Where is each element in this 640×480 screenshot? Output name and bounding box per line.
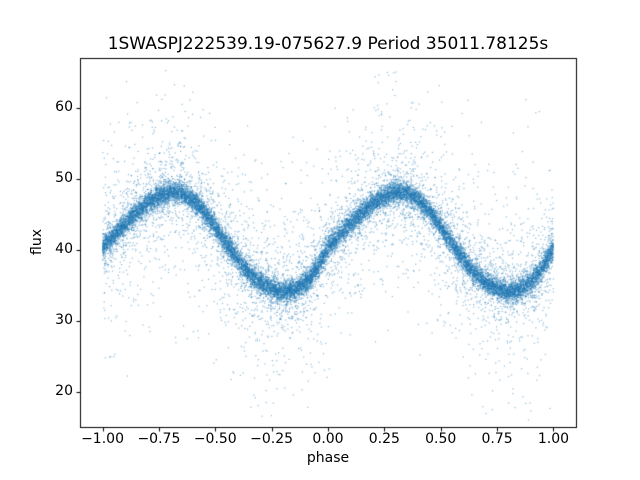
x-tick-label: 1.00 bbox=[537, 431, 570, 447]
x-tick-label: −0.50 bbox=[193, 431, 237, 447]
y-tick-label: 30 bbox=[55, 312, 73, 329]
y-tick-label: 20 bbox=[55, 383, 73, 400]
chart-title: 1SWASPJ222539.19-075627.9 Period 35011.7… bbox=[107, 34, 549, 54]
x-tick-label: −1.00 bbox=[81, 431, 124, 447]
y-tick-label: 40 bbox=[55, 241, 73, 258]
x-tick-label: 0.00 bbox=[312, 431, 344, 447]
x-tick-label: −0.75 bbox=[137, 431, 181, 447]
y-tick-label: 50 bbox=[55, 170, 73, 187]
x-tick-label: 0.25 bbox=[368, 431, 400, 447]
x-tick-label: 0.75 bbox=[481, 431, 513, 447]
x-tick-label: −0.25 bbox=[250, 431, 294, 447]
x-tick-label: 0.50 bbox=[425, 431, 457, 447]
y-tick-label: 60 bbox=[55, 99, 73, 116]
x-axis-label: phase bbox=[306, 450, 350, 466]
